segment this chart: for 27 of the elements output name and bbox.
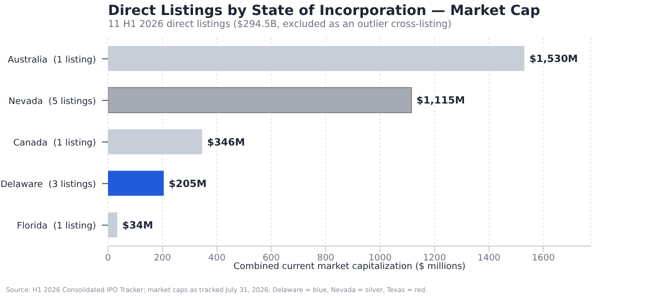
x-tick-label: 200: [154, 253, 172, 264]
y-tick-label: Canada (1 listing): [13, 138, 96, 148]
x-tick-label: 1600: [532, 253, 556, 264]
bar: [108, 212, 118, 238]
data-label: $346M: [207, 137, 245, 148]
bar: [108, 46, 524, 71]
bar: [108, 87, 412, 114]
y-tick-label: Nevada (5 listings): [8, 96, 96, 107]
x-tick-label: 1000: [368, 253, 392, 264]
x-axis-title: Combined current market capitalization ($ millions): [232, 262, 467, 272]
x-tick-label: 400: [208, 253, 226, 264]
y-tick-label: Delaware (3 listings): [0, 180, 96, 190]
data-label: $1,115M: [416, 96, 465, 107]
data-label: $34M: [122, 220, 154, 232]
data-label: $1,530M: [529, 54, 578, 66]
bar: [108, 129, 202, 154]
x-tick-label: 600: [262, 253, 280, 264]
x-tick-label: 1400: [478, 253, 501, 264]
y-tick-label: Florida (1 listing): [16, 222, 96, 232]
x-tick-label: 0: [105, 253, 112, 264]
data-label: $205M: [168, 178, 207, 190]
y-tick-label: Australia (1 listing): [8, 55, 96, 66]
chart-title: Direct Listings by State of Incorporation — Market Cap: [108, 3, 540, 19]
bar: [108, 170, 164, 196]
x-tick-label: 800: [317, 253, 335, 264]
chart-subtitle: 11 H1 2026 direct listings ($294.5B, excluded as an outlier cross-listing): [108, 19, 452, 30]
x-tick-label: 1200: [423, 253, 446, 264]
